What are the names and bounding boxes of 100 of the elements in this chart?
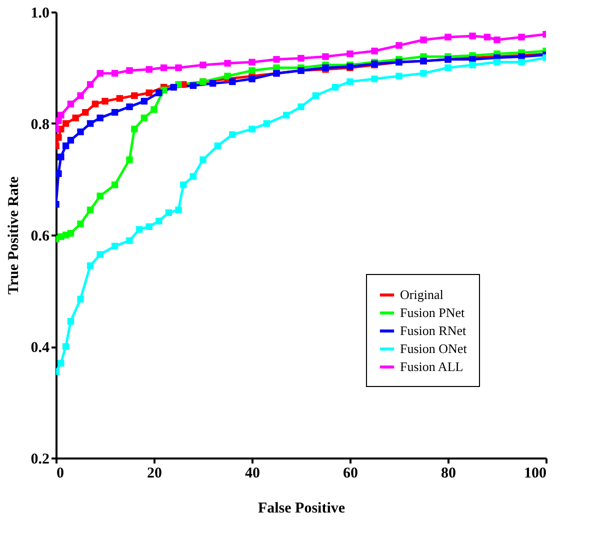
point	[346, 50, 354, 58]
point	[111, 70, 118, 77]
point	[346, 78, 354, 86]
point	[77, 220, 84, 228]
x-tick-label: 20	[147, 466, 162, 482]
point	[165, 209, 172, 216]
point	[312, 92, 320, 99]
point	[469, 32, 476, 40]
point	[248, 126, 256, 132]
point	[420, 70, 427, 77]
point	[131, 126, 138, 132]
point	[469, 62, 476, 68]
point	[180, 181, 187, 188]
point	[62, 142, 70, 150]
point	[96, 251, 104, 258]
point	[146, 223, 152, 230]
point	[126, 103, 133, 110]
point	[298, 103, 304, 110]
point	[229, 131, 236, 138]
point	[77, 296, 84, 302]
point	[229, 78, 236, 86]
point	[190, 82, 197, 89]
point	[96, 70, 104, 77]
y-tick-label: 0.6	[30, 228, 50, 244]
point	[62, 120, 70, 127]
point	[156, 89, 162, 96]
point	[322, 53, 329, 60]
point	[67, 136, 74, 144]
point	[77, 128, 84, 136]
point	[444, 34, 452, 40]
point	[102, 98, 108, 105]
legend-label: Fusion ONet	[400, 341, 468, 356]
legend-label: Fusion PNet	[400, 305, 466, 320]
point	[170, 84, 177, 91]
point	[494, 58, 500, 66]
point	[86, 120, 94, 127]
point	[156, 218, 162, 224]
point	[146, 89, 152, 96]
x-tick-label: 100	[524, 466, 546, 482]
point	[224, 72, 231, 80]
point	[96, 192, 104, 200]
y-tick-label: 0.2	[30, 452, 50, 468]
point	[111, 181, 118, 188]
point	[150, 106, 158, 113]
x-axis-title: False Positive	[258, 500, 346, 516]
point	[214, 142, 222, 150]
point	[396, 42, 402, 49]
point	[146, 66, 152, 73]
point	[126, 156, 133, 164]
point	[140, 114, 148, 122]
point	[126, 67, 133, 74]
point	[92, 100, 99, 108]
point	[140, 98, 148, 105]
point	[111, 108, 118, 116]
point	[190, 173, 197, 180]
point	[371, 48, 378, 54]
point	[56, 134, 62, 141]
point	[96, 114, 104, 122]
point	[58, 154, 64, 160]
point	[396, 72, 402, 80]
point	[82, 108, 89, 116]
point	[248, 58, 256, 66]
legend-label: Fusion ALL	[400, 359, 464, 374]
point	[86, 206, 94, 214]
point	[224, 60, 231, 67]
legend-label: Fusion RNet	[400, 323, 466, 338]
point	[175, 64, 182, 72]
point	[58, 360, 64, 367]
point	[282, 112, 290, 118]
x-tick-label: 80	[441, 466, 456, 482]
point	[56, 170, 62, 178]
point	[175, 206, 182, 214]
y-tick-label: 0.8	[30, 117, 50, 133]
legend-label: Original	[400, 287, 444, 302]
point	[58, 112, 64, 118]
point	[200, 156, 206, 164]
point	[67, 230, 74, 237]
point	[86, 81, 94, 88]
y-tick-label: 0.4	[30, 340, 50, 356]
point	[67, 318, 74, 325]
point	[273, 56, 280, 63]
point	[518, 34, 525, 40]
x-tick-label: 0	[56, 466, 64, 482]
point	[444, 64, 452, 72]
point	[263, 120, 270, 127]
point	[136, 226, 143, 233]
y-axis-title: True Positive Rate	[6, 176, 22, 295]
point	[494, 36, 500, 44]
point	[420, 36, 427, 44]
point	[298, 54, 304, 62]
point	[131, 92, 138, 99]
point	[209, 80, 216, 87]
point	[371, 76, 378, 82]
point	[484, 34, 491, 40]
point	[248, 76, 256, 82]
point	[332, 84, 339, 91]
point	[200, 62, 206, 68]
x-tick-label: 40	[245, 466, 260, 482]
point	[111, 242, 118, 250]
y-tick-label: 1.0	[30, 6, 50, 22]
